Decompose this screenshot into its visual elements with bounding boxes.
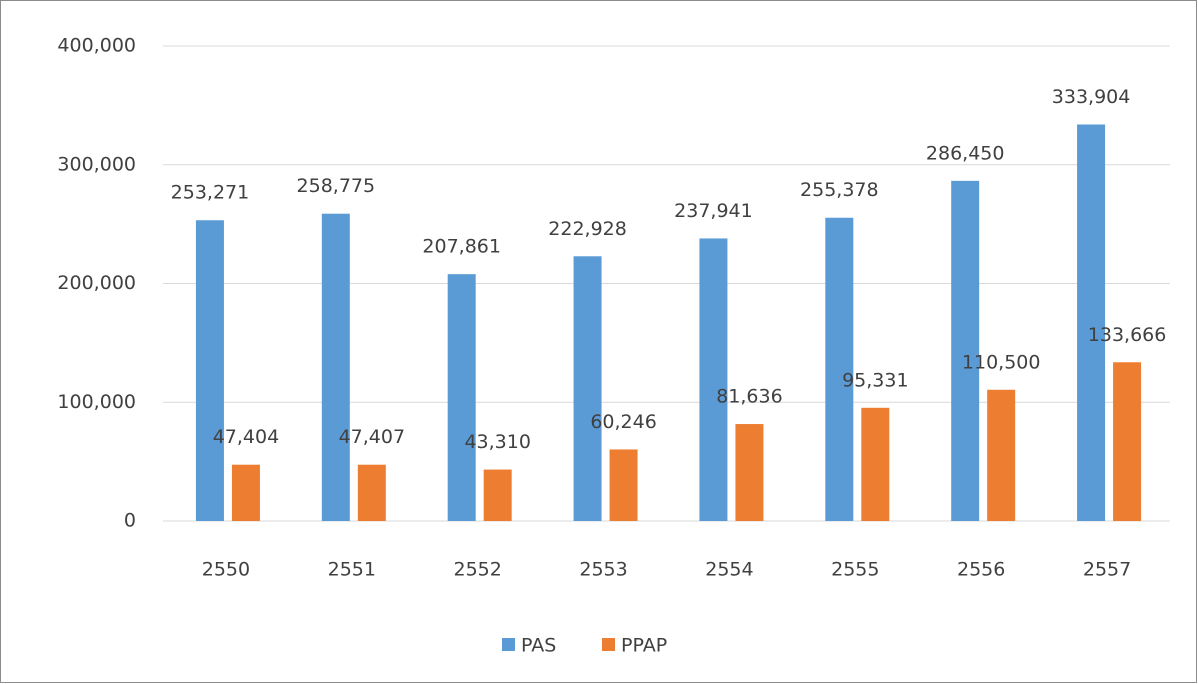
legend-label: PPAP: [621, 635, 667, 657]
data-label: 43,310: [464, 431, 530, 453]
data-label: 255,378: [800, 179, 879, 201]
bar: [699, 238, 728, 521]
y-tick-label: 200,000: [57, 272, 136, 294]
bar: [447, 274, 476, 521]
data-label: 133,666: [1088, 324, 1167, 346]
bar: [357, 464, 386, 521]
legend-swatch: [502, 638, 515, 651]
x-tick-label: 2557: [1083, 559, 1131, 581]
data-label: 207,861: [422, 236, 501, 258]
x-tick-label: 2553: [579, 559, 627, 581]
data-label: 286,450: [926, 142, 1005, 164]
x-tick-label: 2555: [831, 559, 879, 581]
data-label: 47,407: [339, 426, 405, 448]
bar: [231, 464, 260, 521]
data-label: 222,928: [548, 218, 627, 240]
x-tick-label: 2552: [454, 559, 502, 581]
data-label: 258,775: [297, 175, 376, 197]
x-tick-label: 2554: [705, 559, 753, 581]
data-label: 95,331: [842, 369, 908, 391]
bar: [861, 407, 890, 521]
bar: [321, 213, 350, 521]
bar: [735, 424, 764, 521]
data-label: 110,500: [962, 351, 1041, 373]
y-tick-label: 400,000: [57, 35, 136, 57]
bar: [573, 256, 602, 521]
y-tick-label: 0: [124, 510, 136, 532]
bar: [825, 217, 854, 521]
bar: [951, 180, 980, 521]
bar: [195, 220, 224, 521]
bar: [1113, 362, 1142, 521]
legend-label: PAS: [521, 635, 556, 657]
bar: [483, 469, 512, 521]
data-label: 47,404: [213, 426, 279, 448]
data-label: 237,941: [674, 200, 753, 222]
data-label: 253,271: [171, 182, 250, 204]
legend-swatch: [602, 638, 615, 651]
y-tick-label: 100,000: [57, 391, 136, 413]
data-label: 333,904: [1052, 86, 1131, 108]
data-label: 60,246: [590, 411, 656, 433]
x-tick-label: 2550: [202, 559, 250, 581]
bar: [1077, 124, 1106, 521]
bar: [987, 389, 1016, 521]
bar: [609, 449, 638, 521]
x-tick-label: 2556: [957, 559, 1005, 581]
x-tick-label: 2551: [328, 559, 376, 581]
y-tick-label: 300,000: [57, 153, 136, 175]
data-label: 81,636: [716, 386, 782, 408]
